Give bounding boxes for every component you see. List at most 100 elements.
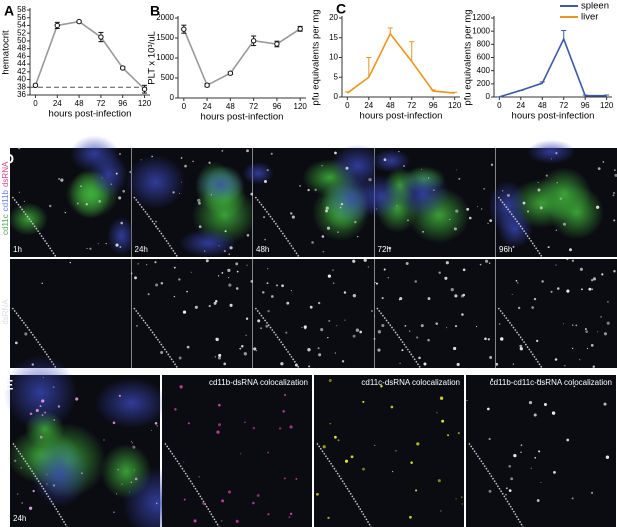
speck (533, 297, 537, 301)
speck (374, 444, 376, 446)
speck (538, 450, 541, 453)
speck (60, 178, 64, 182)
speck (380, 385, 383, 388)
speck (198, 476, 200, 478)
speck (383, 158, 385, 160)
speck (536, 339, 539, 342)
y-tick-label: 400 (477, 66, 491, 75)
speck (41, 399, 45, 403)
x-tick-label: 24 (203, 102, 212, 111)
speck (487, 338, 491, 341)
speck (543, 403, 547, 406)
speck (507, 193, 510, 197)
speck (398, 150, 400, 153)
speck (321, 235, 325, 238)
marker (297, 26, 303, 32)
speck (520, 444, 523, 446)
speck (462, 293, 466, 297)
speck (235, 519, 239, 523)
speck (513, 453, 517, 458)
speck (181, 181, 183, 183)
speck (491, 378, 494, 381)
marker (32, 82, 39, 89)
speck (488, 262, 491, 264)
speck (115, 172, 118, 175)
speck (270, 295, 274, 298)
speck (553, 470, 556, 474)
speck (183, 498, 186, 501)
speck (334, 151, 337, 155)
image-background (374, 259, 496, 368)
speck (433, 189, 435, 191)
channel-label: dsRNA (1, 161, 10, 187)
speck (545, 174, 548, 177)
speck (520, 451, 522, 453)
speck (579, 359, 581, 361)
speck (485, 259, 489, 263)
y-tick-label: 38 (17, 82, 26, 91)
speck (381, 297, 384, 300)
x-tick-label: 96 (429, 101, 438, 110)
speck (241, 344, 244, 348)
speck (147, 293, 150, 296)
y-tick-label: 0 (334, 92, 339, 101)
blue-signal (31, 440, 89, 508)
channel-label: cd11c (1, 214, 10, 235)
tissue-edge (254, 307, 300, 369)
speck (160, 282, 164, 285)
timepoint-label: 24h (13, 514, 26, 523)
speck (597, 167, 601, 171)
speck (250, 280, 253, 283)
speck (414, 280, 418, 283)
speck (571, 259, 575, 262)
speck (321, 164, 323, 167)
speck (98, 200, 102, 203)
speck (289, 512, 293, 516)
speck (556, 287, 560, 290)
speck (86, 247, 88, 250)
speck (461, 503, 463, 505)
speck (336, 325, 338, 327)
speck (173, 266, 176, 269)
speck (246, 264, 248, 266)
speck (229, 303, 233, 307)
y-tick-label: 0 (170, 93, 175, 102)
micrograph (162, 375, 312, 527)
speck (495, 362, 499, 366)
speck (322, 250, 325, 253)
y-tick-label: 46 (17, 51, 26, 60)
speck (288, 516, 291, 519)
blue-signal (371, 149, 411, 173)
speck (221, 272, 224, 274)
speck (327, 274, 332, 278)
x-tick-label: 0 (33, 99, 38, 108)
speck (403, 165, 405, 167)
speck (156, 425, 158, 427)
speck (416, 336, 419, 339)
panel-letter: A (4, 3, 14, 19)
speck (329, 422, 332, 425)
speck (262, 291, 265, 294)
speck (555, 264, 557, 266)
speck (566, 258, 569, 261)
error-bar (452, 91, 458, 94)
speck (227, 268, 231, 273)
speck (405, 262, 409, 266)
speck (197, 198, 201, 203)
x-tick-label: 48 (226, 102, 235, 111)
micrograph (253, 258, 374, 369)
speck (508, 489, 512, 493)
speck (540, 482, 542, 484)
speck (395, 450, 397, 452)
y-tick-label: 42 (17, 67, 26, 76)
speck (317, 347, 320, 350)
marker (181, 26, 187, 32)
speck (151, 155, 153, 158)
speck (122, 189, 126, 193)
speck (458, 177, 461, 180)
speck (53, 419, 56, 421)
speck (328, 319, 331, 322)
speck (303, 325, 307, 329)
speck (253, 347, 257, 351)
speck (603, 402, 607, 406)
